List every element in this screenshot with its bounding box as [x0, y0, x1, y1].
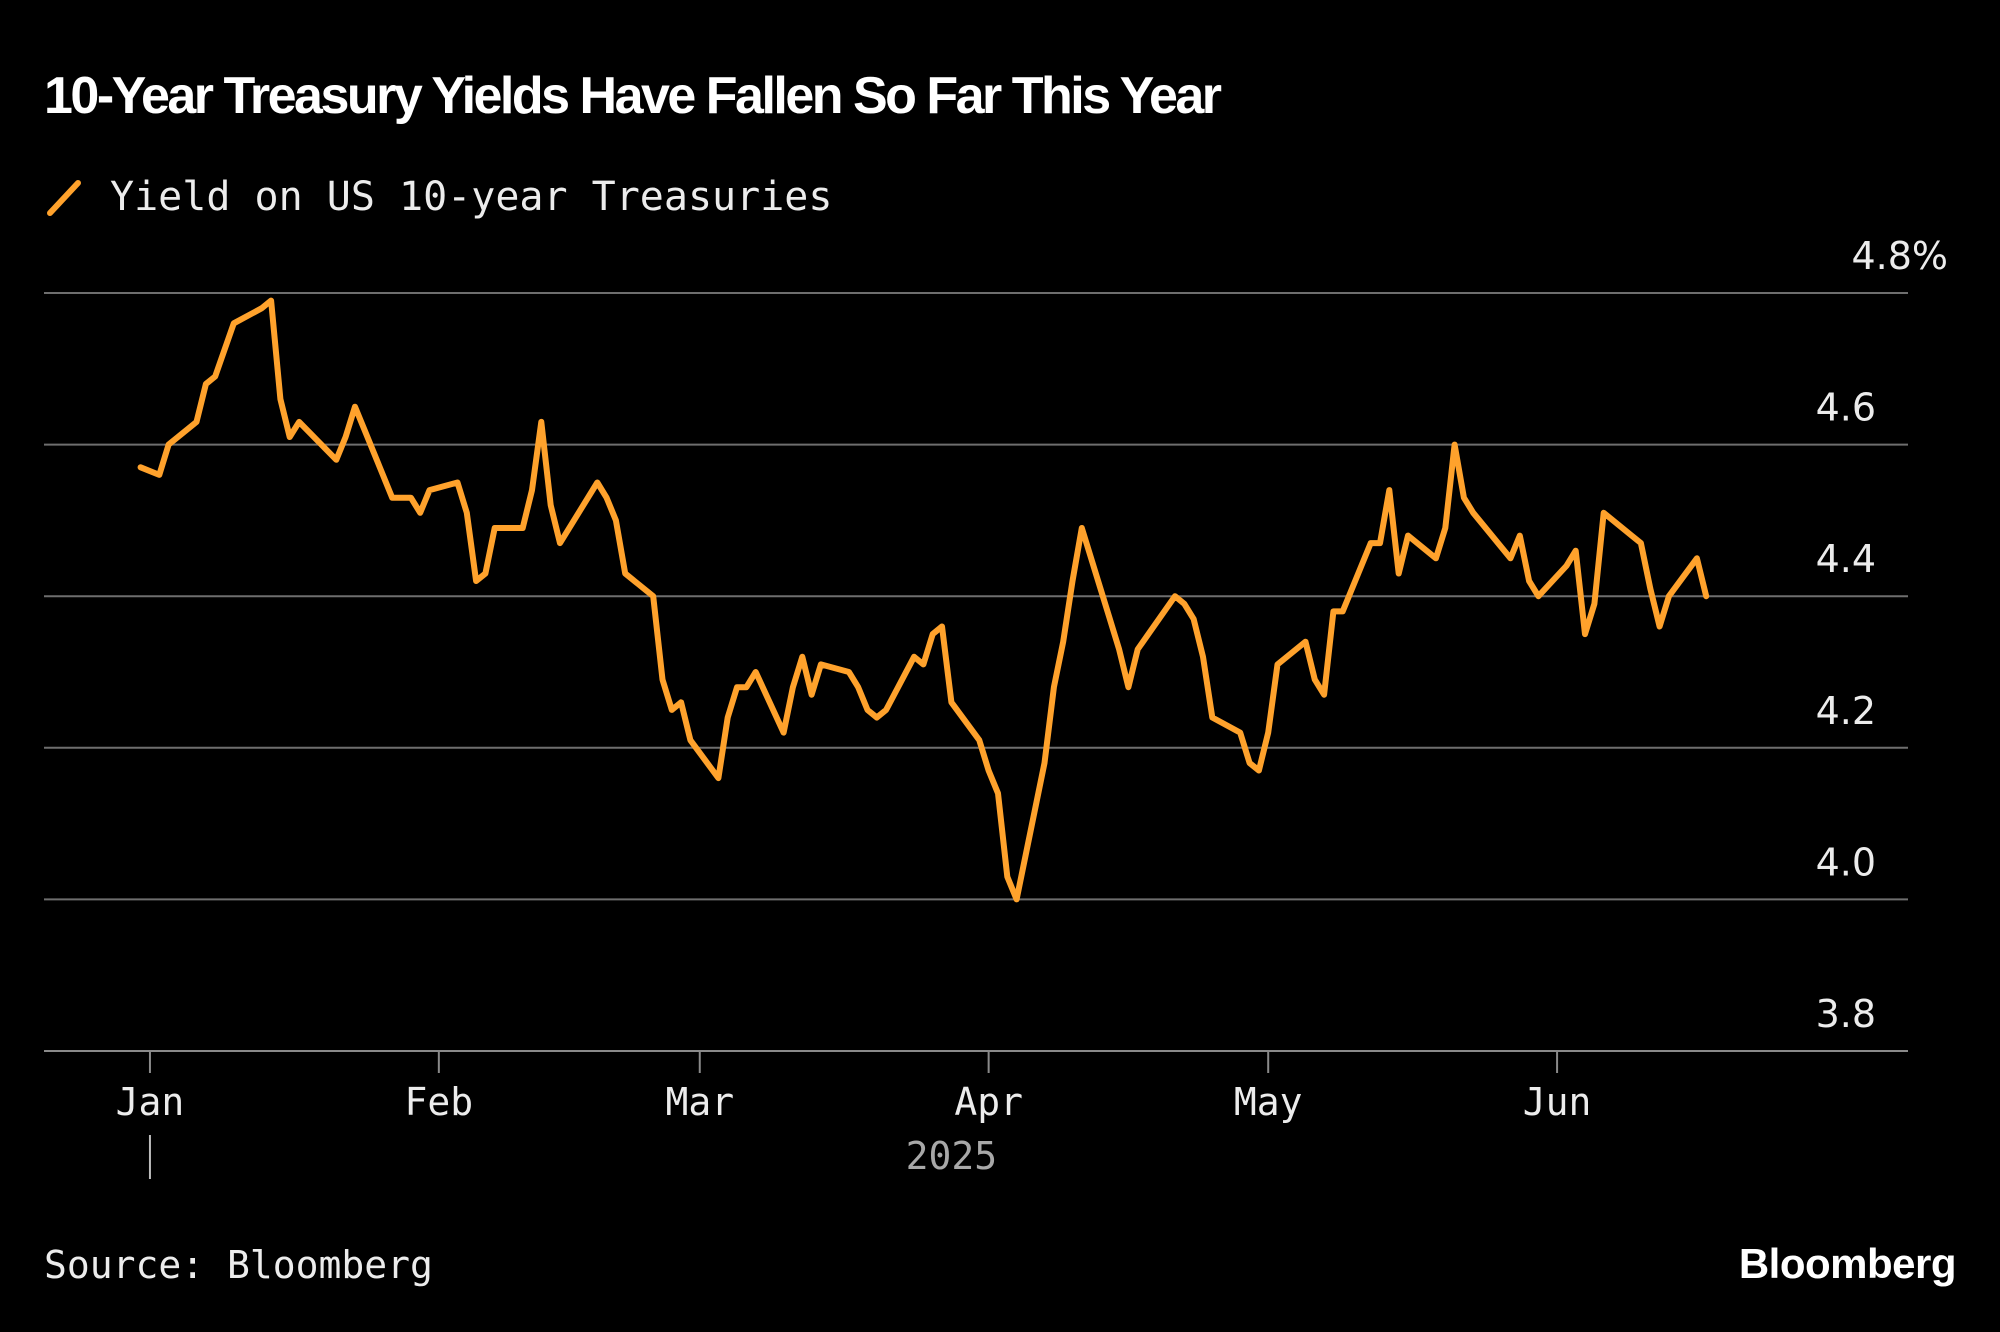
x-axis-labels: Jan Feb Mar Apr May Jun	[116, 1080, 1592, 1124]
y-tick-label: 4.2	[1816, 689, 1876, 733]
legend: Yield on US 10-year Treasuries	[44, 172, 832, 222]
legend-swatch-stroke	[47, 180, 81, 216]
series-line-10yr-yield	[137, 297, 1710, 903]
legend-line-icon	[47, 180, 81, 216]
y-axis-labels: 4.8% 4.6 4.4 4.2 4.0 3.8	[1816, 234, 1948, 1036]
x-tick-label: Apr	[954, 1080, 1023, 1124]
y-tick-label: 4.4	[1816, 537, 1876, 581]
x-tick-label: Mar	[665, 1080, 734, 1124]
legend-label: Yield on US 10-year Treasuries	[110, 174, 833, 220]
x-axis-year-label: 2025	[906, 1134, 998, 1178]
bloomberg-logo: Bloomberg	[1738, 1240, 1957, 1287]
x-tick-label: May	[1234, 1080, 1303, 1124]
chart-title: 10-Year Treasury Yields Have Fallen So F…	[44, 67, 1222, 125]
x-tick-label: Jun	[1523, 1080, 1592, 1124]
y-tick-label: 3.8	[1816, 992, 1876, 1036]
y-tick-label: 4.8%	[1851, 234, 1948, 278]
source-note: Source: Bloomberg	[44, 1243, 433, 1287]
grid-lines	[44, 292, 1908, 901]
x-tick-label: Jan	[116, 1080, 185, 1124]
y-tick-label: 4.6	[1816, 386, 1876, 430]
x-axis	[44, 1050, 1908, 1073]
x-tick-label: Feb	[405, 1080, 474, 1124]
y-tick-label: 4.0	[1816, 840, 1876, 884]
